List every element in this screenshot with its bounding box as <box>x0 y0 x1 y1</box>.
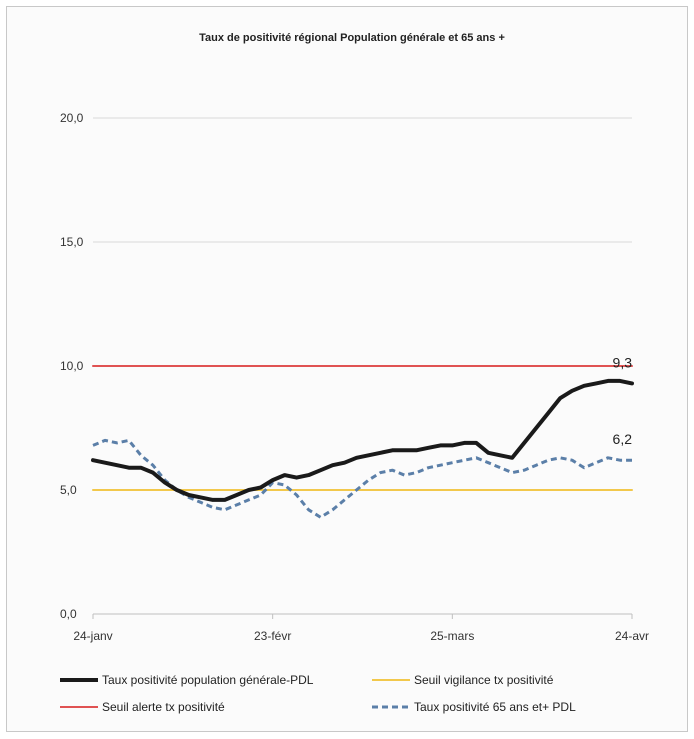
x-tick-label: 24-avr <box>615 629 649 643</box>
legend: Taux positivité population générale-PDL S… <box>60 673 576 714</box>
y-tick-label: 10,0 <box>60 359 84 373</box>
legend-label: Seuil vigilance tx positivité <box>414 673 554 687</box>
legend-label: Taux positivité population générale-PDL <box>102 673 314 687</box>
y-axis-ticks: 0,0 5,0 10,0 15,0 20,0 <box>60 111 84 621</box>
series-line-3 <box>92 438 632 519</box>
chart-frame <box>6 6 688 732</box>
end-value-label: 9,3 <box>613 354 633 370</box>
end-value-label: 6,2 <box>613 431 633 447</box>
y-tick-label: 0,0 <box>60 607 77 621</box>
x-tick-label: 25-mars <box>430 629 474 643</box>
y-tick-label: 20,0 <box>60 111 84 125</box>
x-tick-label: 23-févr <box>254 629 291 643</box>
x-tick-label: 24-janv <box>73 629 112 643</box>
x-axis-ticks: 24-janv 23-févr 25-mars 24-avr <box>73 613 649 643</box>
y-tick-label: 15,0 <box>60 235 84 249</box>
series-lines <box>91 365 634 519</box>
series-line-0 <box>91 378 634 502</box>
annotations: 9,3 6,2 <box>613 354 633 447</box>
legend-label: Taux positivité 65 ans et+ PDL <box>414 700 576 714</box>
y-tick-label: 5,0 <box>60 483 77 497</box>
legend-label: Seuil alerte tx positivité <box>102 700 225 714</box>
chart-title: Taux de positivité régional Population g… <box>199 32 505 44</box>
